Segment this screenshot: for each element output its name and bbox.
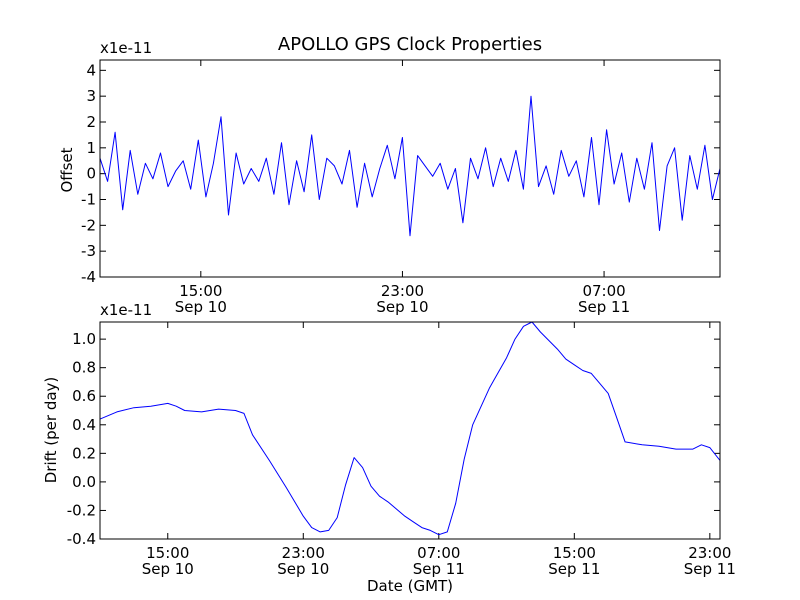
y-tick-label: 4 xyxy=(86,61,96,79)
y-tick-label: -0.4 xyxy=(67,530,96,548)
offset-series-line xyxy=(99,95,721,237)
y-tick-label: 0.6 xyxy=(72,387,96,405)
y-tick-label: 0.8 xyxy=(72,359,96,377)
y-tick-label: 0.2 xyxy=(72,444,96,462)
y-tick-label: -2 xyxy=(81,216,96,234)
x-tick-label-date: Sep 11 xyxy=(413,560,465,578)
y-tick-label: 0 xyxy=(86,165,96,183)
x-tick-label-date: Sep 10 xyxy=(142,560,194,578)
x-tick-label-time: 07:00 xyxy=(582,282,625,300)
drift-multiplier: x1e-11 xyxy=(100,301,152,319)
x-tick-label-time: 15:00 xyxy=(179,282,222,300)
x-tick-label-time: 23:00 xyxy=(688,544,731,562)
x-tick-label-date: Sep 10 xyxy=(175,298,227,316)
x-tick-label-date: Sep 11 xyxy=(578,298,630,316)
drift-plot-area xyxy=(99,321,721,536)
y-tick-label: -3 xyxy=(81,242,96,260)
x-tick-label-date: Sep 10 xyxy=(277,560,329,578)
y-tick-label: 1 xyxy=(86,139,96,157)
y-tick-label: 2 xyxy=(86,113,96,131)
offset-multiplier: x1e-11 xyxy=(100,39,152,57)
y-tick-label: -1 xyxy=(81,191,96,209)
x-tick-label-date: Sep 11 xyxy=(548,560,600,578)
y-tick-label: -4 xyxy=(81,268,96,286)
y-tick-label: 1.0 xyxy=(72,330,96,348)
x-tick-label-time: 15:00 xyxy=(146,544,189,562)
x-tick-label-date: Sep 10 xyxy=(376,298,428,316)
offset-ylabel: Offset xyxy=(58,147,76,192)
y-tick-label: 0.4 xyxy=(72,416,96,434)
x-tick-label-time: 15:00 xyxy=(553,544,596,562)
x-tick-label-time: 07:00 xyxy=(417,544,460,562)
x-tick-label-time: 23:00 xyxy=(282,544,325,562)
offset-axes-frame xyxy=(99,59,721,278)
x-tick-label-time: 23:00 xyxy=(381,282,424,300)
x-tick-label-date: Sep 11 xyxy=(684,560,736,578)
y-tick-label: 0.0 xyxy=(72,473,96,491)
offset-plot-area xyxy=(99,95,721,237)
drift-series-line xyxy=(99,321,721,536)
drift-ylabel: Drift (per day) xyxy=(42,377,60,484)
drift-panel: x1e-11 Drift (per day) -0.4 -0.2 0.0 0.2 0.4… xyxy=(42,301,736,595)
chart-title: APOLLO GPS Clock Properties xyxy=(278,34,542,55)
drift-axes-frame xyxy=(99,321,721,540)
drift-xlabel: Date (GMT) xyxy=(367,577,453,595)
y-tick-label: -0.2 xyxy=(67,501,96,519)
y-tick-label: 3 xyxy=(86,87,96,105)
